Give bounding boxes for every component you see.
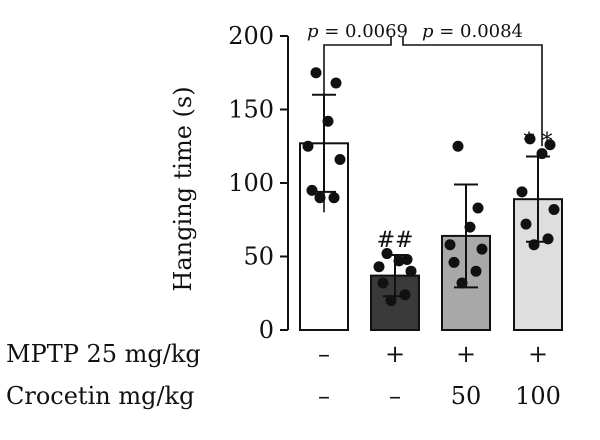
data-point	[310, 67, 322, 79]
data-point	[452, 140, 464, 152]
comparison-bracket	[323, 36, 392, 213]
data-point	[314, 192, 326, 204]
crocetin-value-label: 50	[451, 382, 482, 410]
data-point	[306, 184, 318, 196]
data-point	[470, 265, 482, 277]
y-tick-label: 150	[228, 96, 274, 124]
data-point	[330, 77, 342, 89]
data-point	[405, 265, 417, 277]
p-symbol: p	[422, 21, 434, 42]
crocetin-value-label: 100	[515, 382, 561, 410]
significance-marker: * *	[524, 130, 553, 155]
data-point	[385, 295, 397, 307]
y-tick-label: 200	[228, 22, 274, 50]
data-point	[334, 153, 346, 165]
mptp-value-label: +	[456, 340, 476, 368]
data-point	[377, 277, 389, 289]
mptp-value-label: –	[318, 340, 330, 368]
data-point	[542, 233, 554, 245]
crocetin-value-label: –	[318, 382, 330, 410]
data-point	[528, 239, 540, 251]
y-tick-label: 100	[228, 169, 274, 197]
p-symbol: p	[307, 21, 319, 42]
data-point	[322, 115, 334, 127]
data-point	[476, 243, 488, 255]
mptp-row-label: MPTP 25 mg/kg	[6, 340, 201, 368]
p-value-label: p = 0.0084	[422, 21, 523, 42]
y-axis-label: Hanging time (s)	[169, 86, 197, 291]
crocetin-value-label: –	[389, 382, 401, 410]
data-point	[456, 277, 468, 289]
data-point	[544, 139, 556, 151]
data-point	[548, 203, 560, 215]
data-point	[520, 218, 532, 230]
comparison-bracket	[402, 36, 543, 147]
data-point	[393, 255, 405, 267]
data-point	[448, 256, 460, 268]
data-point	[373, 261, 385, 273]
data-point	[381, 248, 393, 260]
p-value-label: p = 0.0069	[307, 21, 408, 42]
data-point	[516, 186, 528, 198]
significance-marker: ##	[377, 228, 414, 253]
data-point	[444, 239, 456, 251]
data-point	[328, 192, 340, 204]
data-point	[536, 148, 548, 160]
data-point	[524, 133, 536, 145]
crocetin-row-label: Crocetin mg/kg	[6, 382, 194, 410]
mptp-value-label: +	[385, 340, 405, 368]
p-value-text: = 0.0069	[319, 21, 409, 42]
data-point	[399, 289, 411, 301]
data-point	[464, 221, 476, 233]
data-point	[472, 202, 484, 214]
mptp-value-label: +	[528, 340, 548, 368]
y-tick-label: 50	[243, 243, 274, 271]
data-point	[302, 140, 314, 152]
p-value-text: = 0.0084	[434, 21, 524, 42]
y-tick-label: 0	[259, 316, 274, 344]
